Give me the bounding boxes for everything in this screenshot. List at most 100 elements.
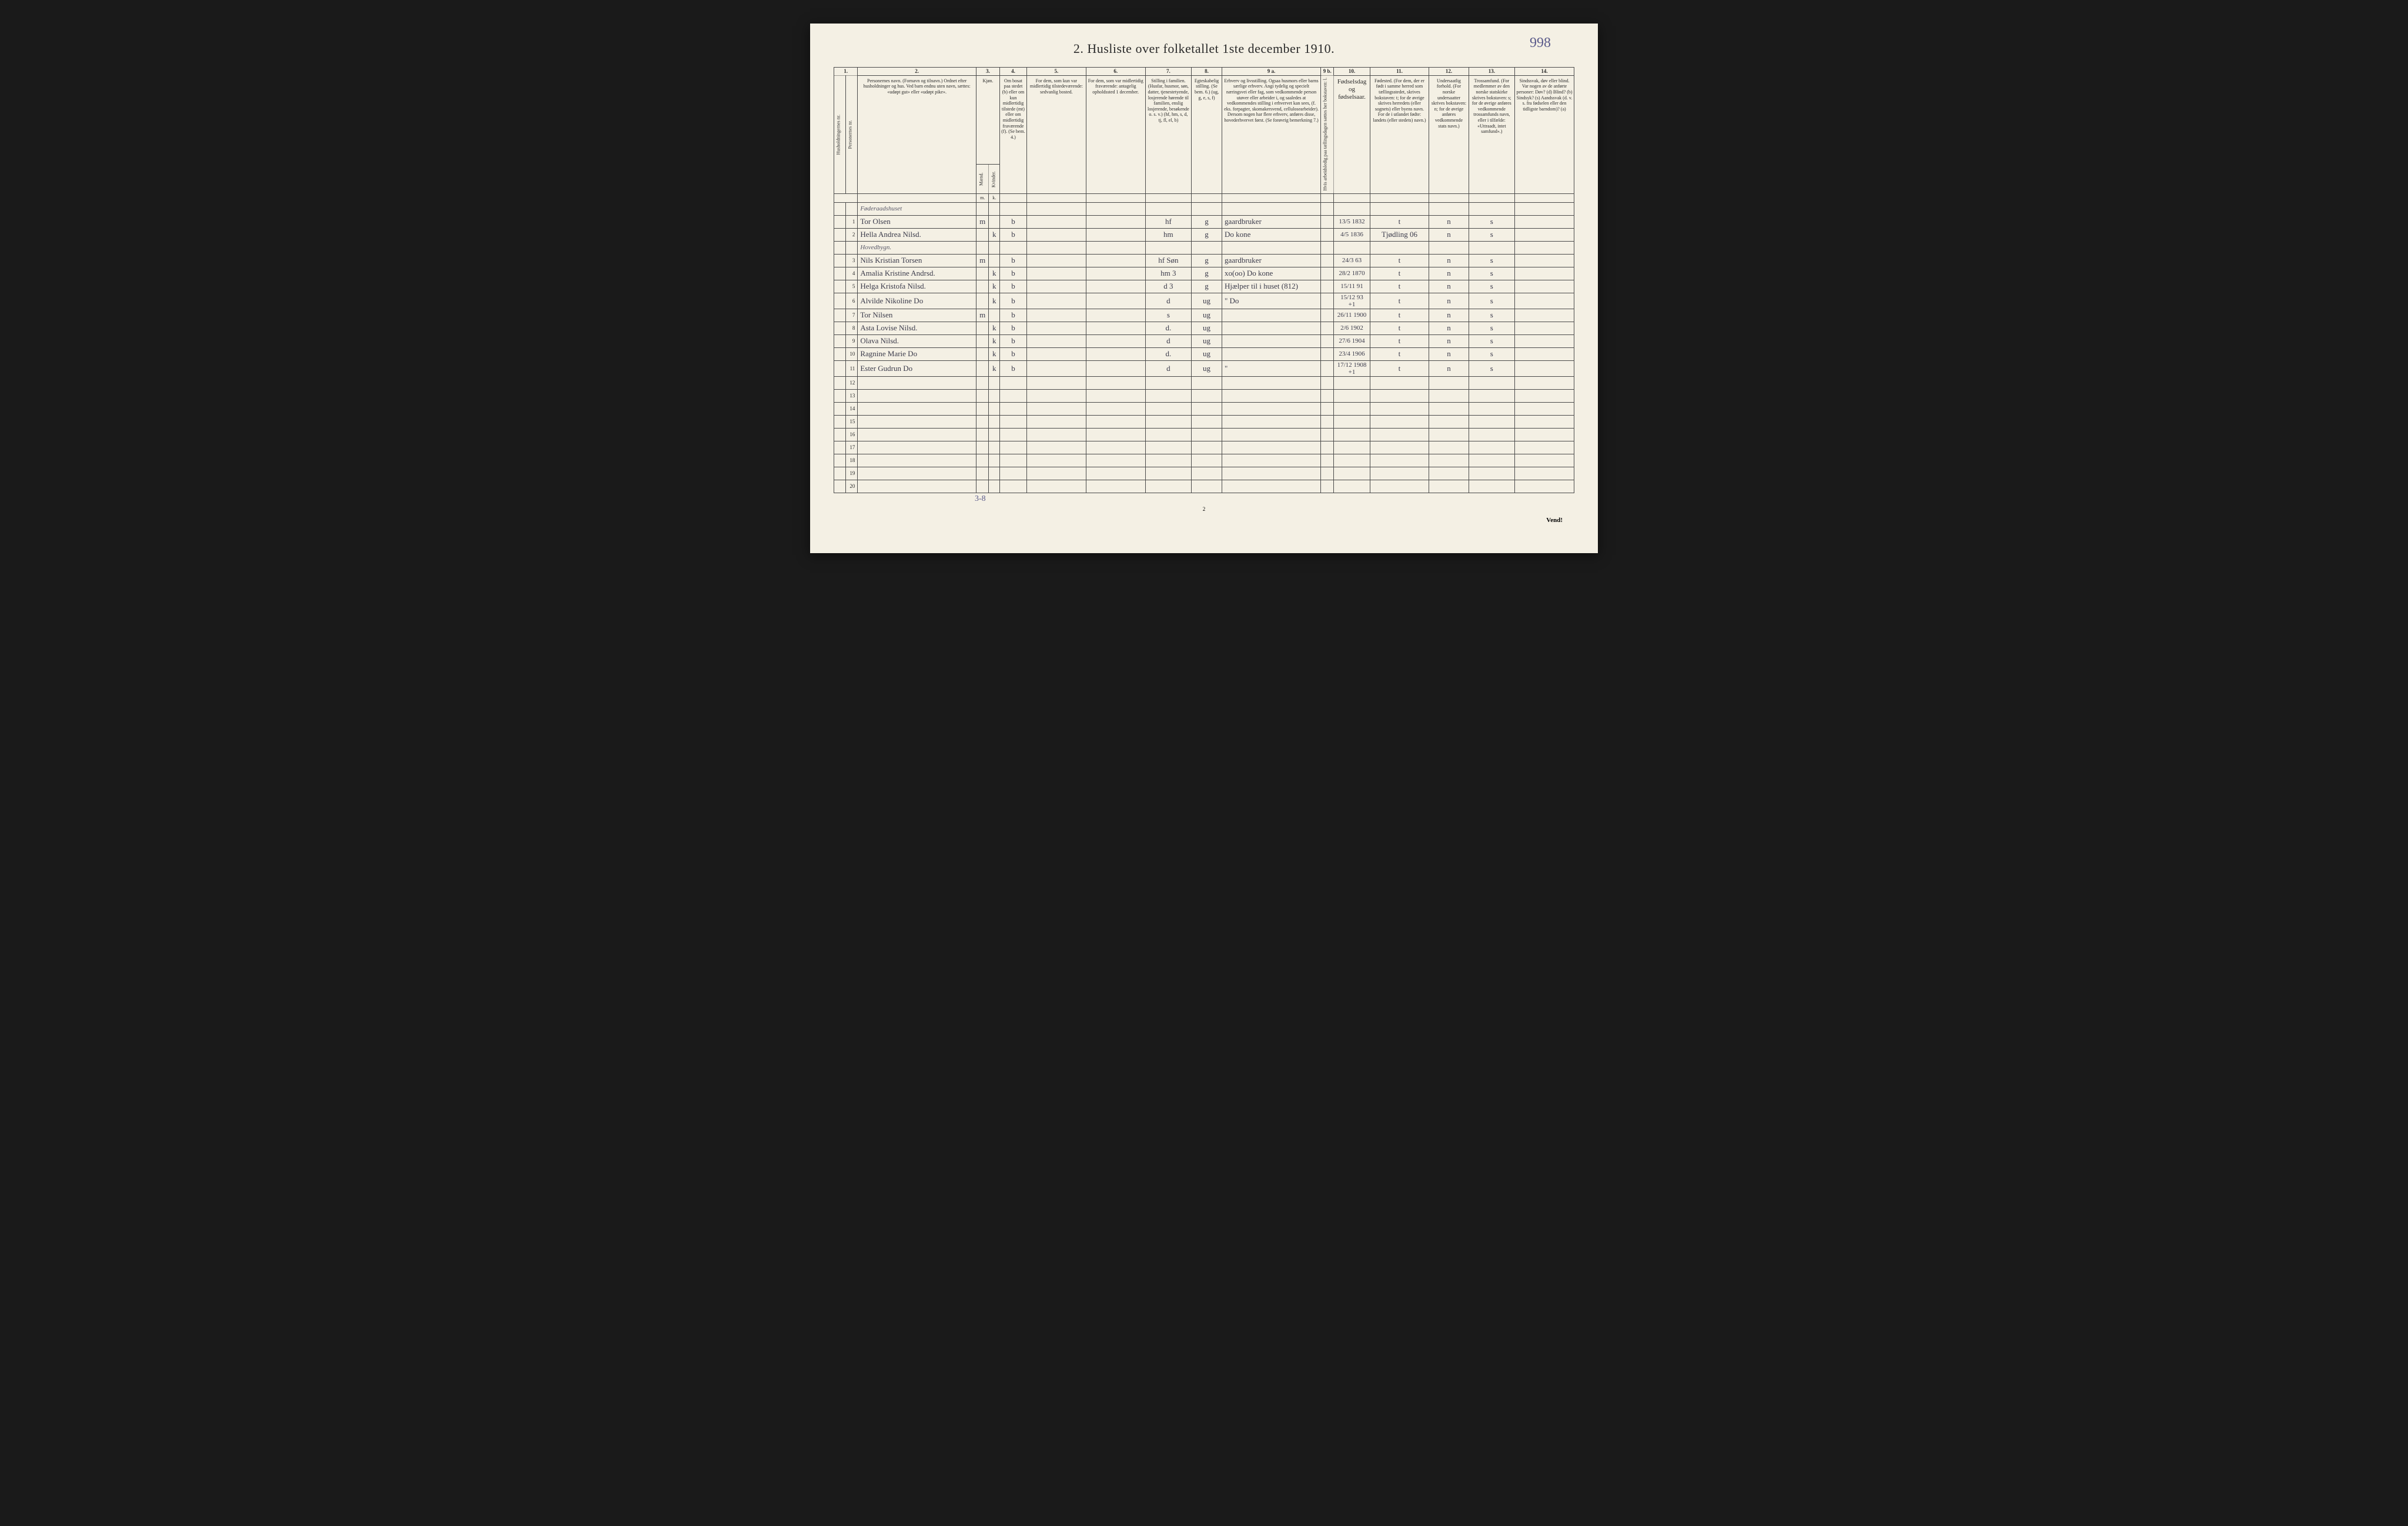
cell	[1429, 402, 1469, 415]
person-name: Helga Kristofa Nilsd.	[858, 280, 976, 293]
table-row: 19	[834, 467, 1574, 480]
cell	[1222, 415, 1320, 428]
cell	[1026, 202, 1086, 215]
section-label: Hovedbygn.	[858, 241, 976, 254]
disability	[1515, 280, 1574, 293]
cell	[1429, 428, 1469, 441]
header-religion: Trossamfund. (For medlemmer av den norsk…	[1469, 75, 1514, 193]
cell	[858, 441, 976, 454]
occupation: gaardbruker	[1222, 215, 1320, 228]
cell	[976, 454, 989, 467]
residence: b	[1000, 322, 1027, 334]
cell	[1026, 467, 1086, 480]
marital-status: g	[1192, 254, 1222, 267]
religion: s	[1469, 267, 1514, 280]
cell	[976, 467, 989, 480]
disability	[1515, 347, 1574, 360]
sex-female	[989, 309, 1000, 322]
cell	[1222, 402, 1320, 415]
sex-female: k	[989, 347, 1000, 360]
cell	[1192, 415, 1222, 428]
cell	[976, 441, 989, 454]
marital-status: ug	[1192, 293, 1222, 309]
cell	[1370, 241, 1429, 254]
family-position: s	[1145, 309, 1191, 322]
cell	[1334, 428, 1370, 441]
sex-male	[976, 322, 989, 334]
cell	[1086, 467, 1145, 480]
cell	[858, 480, 976, 493]
cell	[1086, 376, 1145, 389]
birthdate: 27/6 1904	[1334, 334, 1370, 347]
cell	[1515, 241, 1574, 254]
cell	[1469, 402, 1514, 415]
sex-female: k	[989, 267, 1000, 280]
cell	[1334, 202, 1370, 215]
cell	[1222, 441, 1320, 454]
unemployed	[1321, 215, 1334, 228]
cell	[1145, 241, 1191, 254]
cell	[1429, 376, 1469, 389]
nationality: n	[1429, 254, 1469, 267]
cell	[989, 241, 1000, 254]
marital-status: ug	[1192, 334, 1222, 347]
cell	[1000, 241, 1027, 254]
colnum-4: 4.	[1000, 68, 1027, 76]
cell	[1192, 241, 1222, 254]
cell	[1515, 202, 1574, 215]
household-nr	[834, 347, 846, 360]
header-k: k.	[989, 194, 1000, 203]
cell	[1145, 415, 1191, 428]
person-nr: 20	[846, 480, 858, 493]
cell	[1370, 467, 1429, 480]
unemployed	[1321, 309, 1334, 322]
birthdate: 13/5 1832	[1334, 215, 1370, 228]
header-disability: Sindssvak, døv eller blind. Var nogen av…	[1515, 75, 1574, 193]
cell	[1086, 241, 1145, 254]
residence: b	[1000, 334, 1027, 347]
cell	[858, 376, 976, 389]
cell	[1321, 402, 1334, 415]
nationality: n	[1429, 347, 1469, 360]
cell	[1321, 241, 1334, 254]
sex-male	[976, 293, 989, 309]
page-title: 2. Husliste over folketallet 1ste decemb…	[834, 41, 1574, 56]
cell	[1429, 467, 1469, 480]
cell	[1469, 415, 1514, 428]
cell	[1145, 402, 1191, 415]
unemployed	[1321, 293, 1334, 309]
sex-male	[976, 347, 989, 360]
temp-residence	[1026, 347, 1086, 360]
header-absent: For dem, som var midlertidig fraværende:…	[1086, 75, 1145, 193]
temp-residence	[1026, 334, 1086, 347]
table-row: 12	[834, 376, 1574, 389]
cell	[1370, 402, 1429, 415]
table-row: 7Tor Nilsenmbsug26/11 1900tns	[834, 309, 1574, 322]
colnum-6: 6.	[1086, 68, 1145, 76]
religion: s	[1469, 347, 1514, 360]
colnum-9a: 9 a.	[1222, 68, 1320, 76]
sex-female: k	[989, 334, 1000, 347]
person-nr: 2	[846, 228, 858, 241]
cell	[846, 241, 858, 254]
cell	[1192, 402, 1222, 415]
sex-male: m	[976, 309, 989, 322]
unemployed	[1321, 267, 1334, 280]
table-row: 13	[834, 389, 1574, 402]
person-name: Hella Andrea Nilsd.	[858, 228, 976, 241]
table-row: 18	[834, 454, 1574, 467]
header-birthdate: Fødselsdag og fødselsaar.	[1334, 75, 1370, 193]
household-nr	[834, 309, 846, 322]
cell	[1370, 480, 1429, 493]
cell	[834, 241, 846, 254]
cell	[1370, 202, 1429, 215]
cell	[976, 480, 989, 493]
cell	[1000, 480, 1027, 493]
cell	[1334, 376, 1370, 389]
temp-residence	[1026, 309, 1086, 322]
cell	[1321, 454, 1334, 467]
person-nr: 3	[846, 254, 858, 267]
family-position: hm	[1145, 228, 1191, 241]
cell	[1222, 376, 1320, 389]
nationality: n	[1429, 322, 1469, 334]
